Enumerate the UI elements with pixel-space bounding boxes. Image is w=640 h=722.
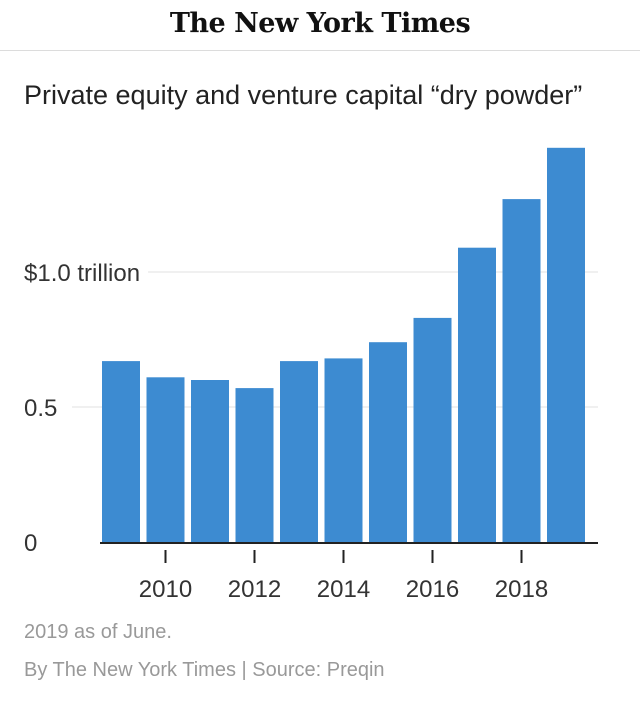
bar-2011 (191, 380, 229, 542)
x-tick-label: 2018 (495, 576, 548, 603)
bar-2010 (146, 377, 185, 542)
masthead-logo[interactable]: The New York Times (169, 8, 471, 39)
bar-chart: 0 0.5 $1.0 trillion 2010 2012 2014 2016 2018 (24, 147, 598, 603)
y-tick-label: 0 (24, 530, 37, 557)
y-tick-label: 0.5 (24, 395, 57, 422)
bar-2012 (235, 388, 274, 542)
x-tick-label: 2012 (228, 576, 281, 603)
bar-2013 (280, 361, 318, 542)
bar-2015 (369, 342, 407, 542)
bar-2016 (413, 317, 452, 542)
chart-title: Private equity and venture capital “dry … (24, 80, 583, 110)
x-axis (100, 542, 598, 563)
bar-2017 (458, 247, 496, 542)
bar-2009 (102, 361, 140, 542)
x-tick-label: 2014 (317, 576, 370, 603)
x-tick-label: 2010 (139, 576, 192, 603)
masthead: The New York Times (0, 0, 640, 51)
bars (102, 147, 585, 543)
y-tick-label: $1.0 trillion (24, 260, 140, 287)
bar-2018 (502, 199, 541, 542)
chart-source[interactable]: By The New York Times | Source: Preqin (24, 659, 385, 681)
bar-2019 (547, 147, 585, 543)
axis-labels: 0 0.5 $1.0 trillion 2010 2012 2014 2016 2018 (24, 260, 548, 603)
x-tick-label: 2016 (406, 576, 459, 603)
bar-2014 (324, 358, 363, 542)
chart-note: 2019 as of June. (24, 621, 172, 643)
